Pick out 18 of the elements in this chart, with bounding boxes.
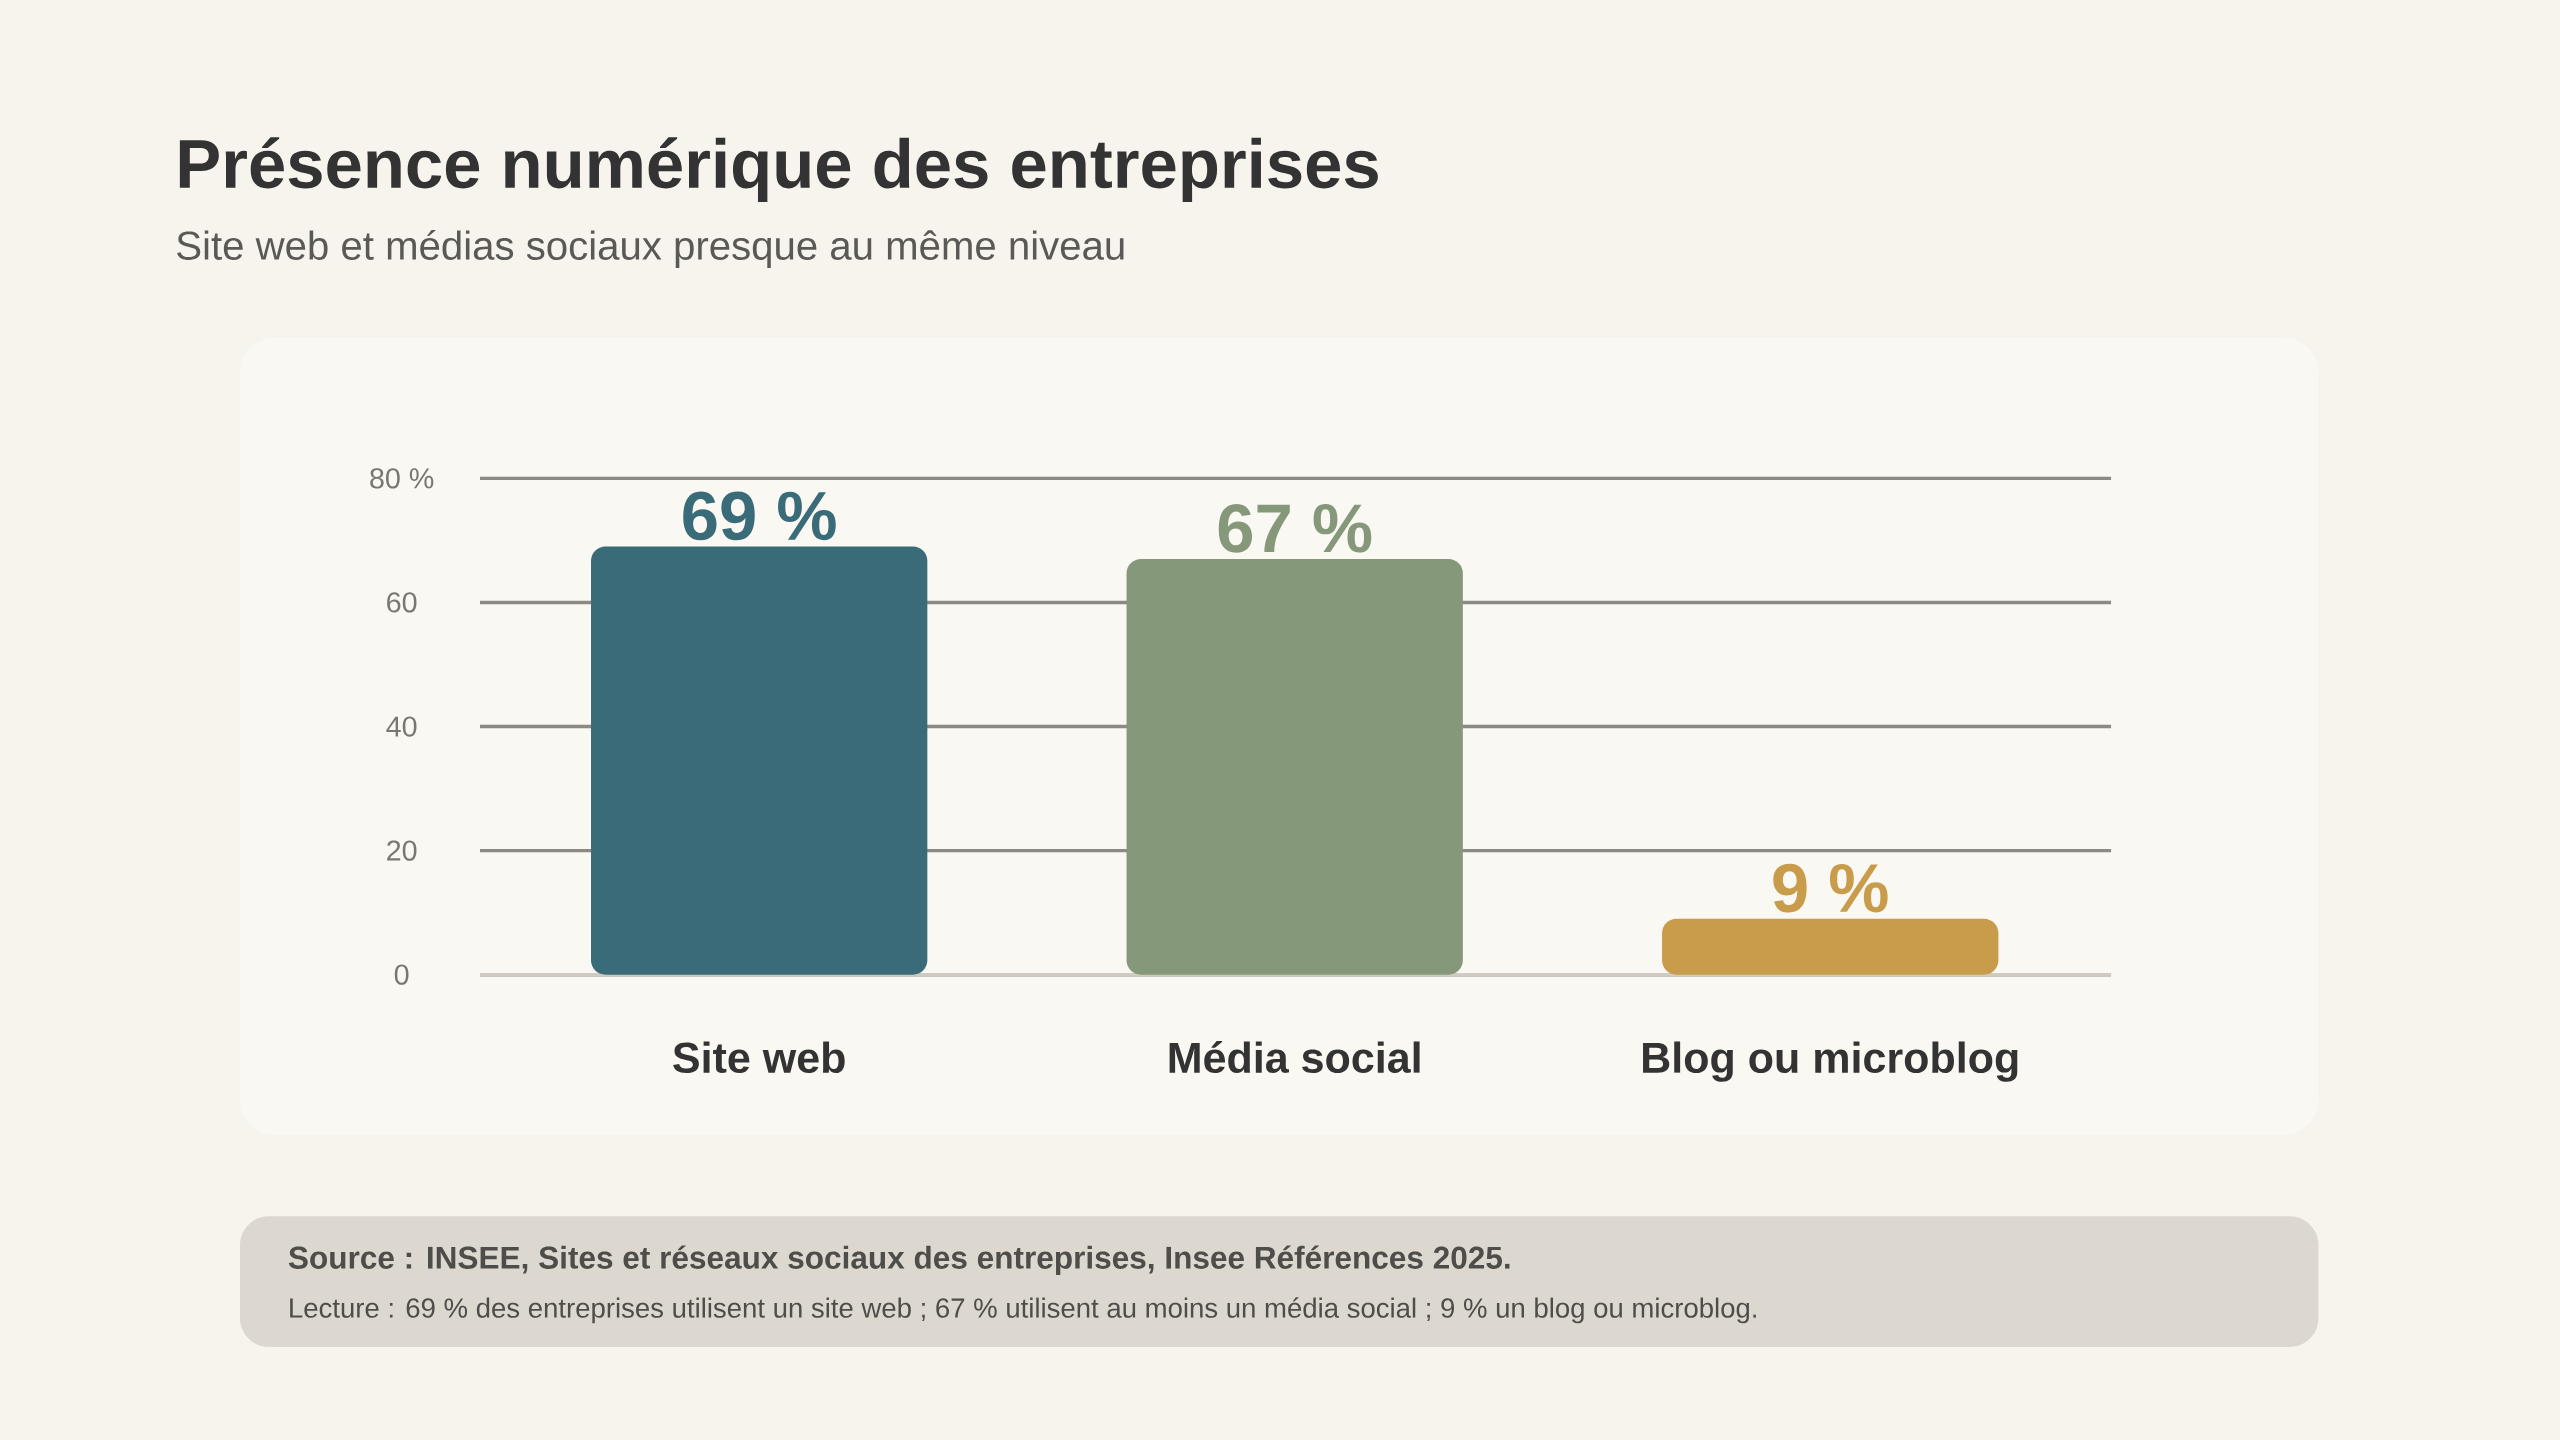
x-tick-label: Site web <box>673 1041 845 1074</box>
bar <box>1126 559 1463 975</box>
chart-title: Présence numérique des entreprises <box>179 137 1378 203</box>
y-tick-label: 20 <box>387 840 417 861</box>
data-label: 67 % <box>1218 503 1372 553</box>
bar <box>591 546 928 975</box>
y-tick-label: 0 <box>394 964 409 985</box>
y-tick-label: 40 <box>386 716 417 737</box>
x-tick-label: Média social <box>1169 1041 1420 1074</box>
chart-subtitle: Site web et médias sociaux presque au même niveau <box>177 229 1124 268</box>
data-label: 9 % <box>1773 863 1888 913</box>
bar <box>1662 918 1999 975</box>
data-label: 69 % <box>683 491 836 541</box>
source-note: Source : INSEE, Sites et réseaux sociaux des entreprises, Insee Références 2025. <box>288 1245 1510 1276</box>
text: Lecture : 69 % des entreprises utilisent un site web ; 67 % utilisent au moins un média social ; 9 % un blog ou microblog. <box>290 1297 1756 1324</box>
y-tick-label: 60 <box>387 592 417 613</box>
y-tick-label: 80 % <box>370 468 434 489</box>
x-tick-label: Blog ou microblog <box>1643 1041 2018 1082</box>
